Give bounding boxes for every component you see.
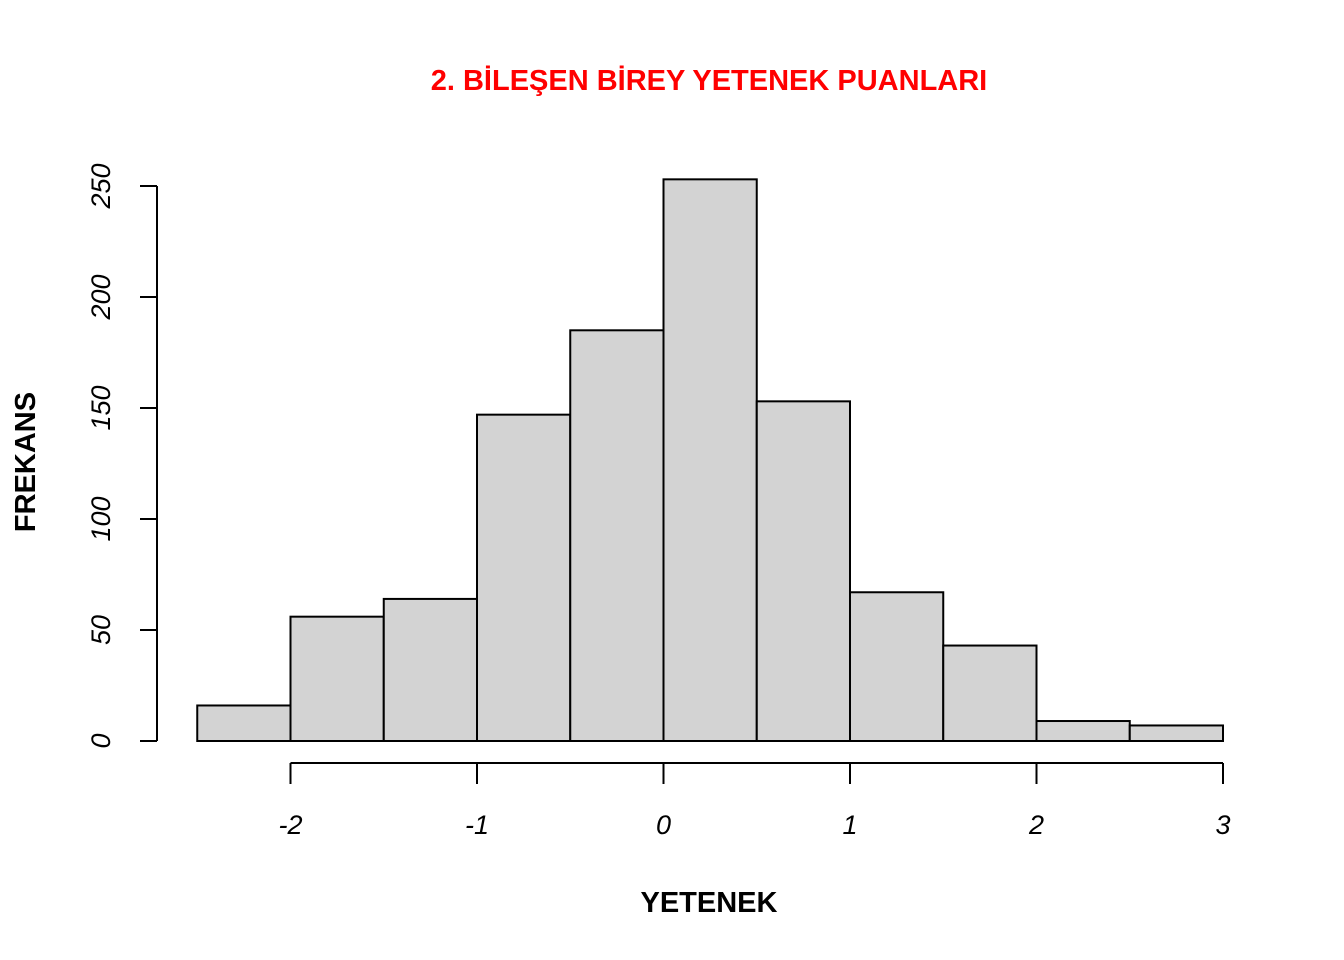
y-tick-label: 150 <box>86 385 116 430</box>
y-tick-label: 250 <box>86 163 116 209</box>
x-axis: -2 -1 0 1 2 3 <box>278 762 1231 840</box>
histogram-bar <box>196 704 292 742</box>
x-axis-title: YETENEK <box>641 887 778 919</box>
histogram-bar <box>289 615 385 742</box>
y-tick-label: 200 <box>86 274 116 320</box>
histogram-bar <box>662 178 758 742</box>
y-tick-label: 50 <box>86 615 116 645</box>
histogram-bar <box>755 400 851 742</box>
histogram-bar <box>849 591 945 743</box>
x-tick-label: 0 <box>656 810 671 840</box>
histogram-bar <box>1128 724 1224 743</box>
x-tick-label: -2 <box>278 810 302 840</box>
chart-title: 2. BİLEŞEN BİREY YETENEK PUANLARI <box>431 65 987 97</box>
histogram-bars <box>196 178 1224 743</box>
x-tick-label: 3 <box>1215 810 1230 840</box>
y-axis-title: FREKANS <box>10 392 42 532</box>
histogram-bar <box>942 644 1038 742</box>
histogram-bar <box>569 329 665 742</box>
histogram-bar <box>382 597 478 742</box>
y-tick-label: 100 <box>86 496 116 541</box>
x-tick-label: 2 <box>1028 810 1044 840</box>
histogram-bar <box>1035 720 1131 743</box>
y-axis: 0 50 100 150 200 250 <box>86 163 158 749</box>
x-tick-label: 1 <box>842 810 857 840</box>
x-tick-label: -1 <box>465 810 489 840</box>
y-tick-label: 0 <box>86 733 116 748</box>
histogram-bar <box>476 413 572 742</box>
